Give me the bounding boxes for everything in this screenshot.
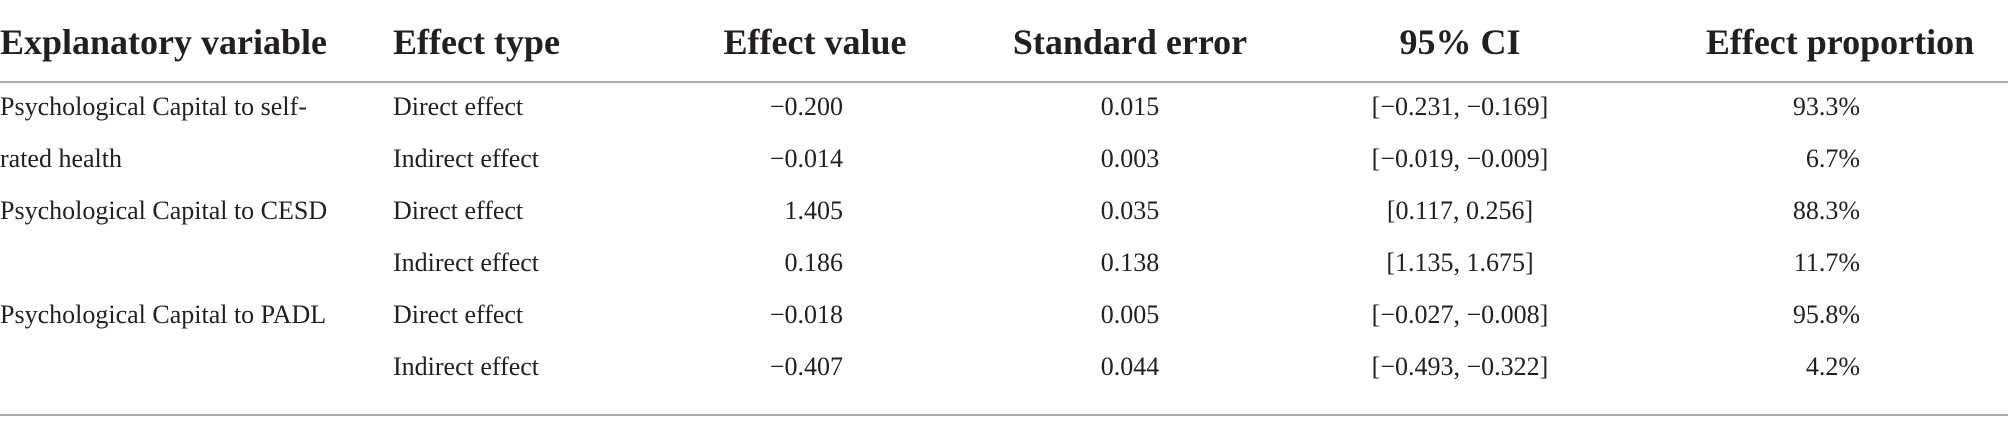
ci-cell: [−0.493, −0.322] bbox=[1371, 352, 1549, 381]
ci-cell: [1.135, 1.675] bbox=[1386, 248, 1534, 277]
header-rule bbox=[0, 81, 2008, 83]
ci-cell: [−0.027, −0.008] bbox=[1371, 300, 1549, 329]
effect-type-cell: Direct effect bbox=[393, 92, 524, 121]
ci-cell: [−0.019, −0.009] bbox=[1371, 144, 1549, 173]
standard-error-cell: 0.015 bbox=[1100, 92, 1160, 121]
proportion-cell: 93.3% bbox=[1792, 92, 1860, 121]
effect-value-cell: −0.014 bbox=[769, 144, 843, 173]
effect-value-cell: −0.407 bbox=[769, 352, 843, 381]
proportion-cell: 95.8% bbox=[1792, 300, 1860, 329]
effect-type-cell: Indirect effect bbox=[393, 352, 540, 381]
standard-error-cell: 0.044 bbox=[1100, 352, 1160, 381]
proportion-cell: 6.7% bbox=[1805, 144, 1860, 173]
effect-type-cell: Direct effect bbox=[393, 300, 524, 329]
variable-label-self-rated-health-line1: Psychological Capital to self- bbox=[0, 92, 307, 121]
standard-error-cell: 0.035 bbox=[1100, 196, 1160, 225]
standard-error-cell: 0.005 bbox=[1100, 300, 1160, 329]
effect-value-cell: −0.018 bbox=[769, 300, 843, 329]
effect-type-cell: Direct effect bbox=[393, 196, 524, 225]
proportion-cell: 11.7% bbox=[1793, 248, 1860, 277]
standard-error-cell: 0.003 bbox=[1100, 144, 1160, 173]
effect-value-cell: 0.186 bbox=[784, 248, 844, 277]
header-95-ci: 95% CI bbox=[1399, 22, 1521, 62]
proportion-cell: 88.3% bbox=[1792, 196, 1860, 225]
effect-type-cell: Indirect effect bbox=[393, 144, 540, 173]
standard-error-cell: 0.138 bbox=[1100, 248, 1160, 277]
effect-type-cell: Indirect effect bbox=[393, 248, 540, 277]
header-effect-value: Effect value bbox=[723, 22, 907, 62]
variable-label-self-rated-health-line2: rated health bbox=[0, 144, 122, 173]
proportion-cell: 4.2% bbox=[1805, 352, 1860, 381]
effect-value-cell: −0.200 bbox=[769, 92, 843, 121]
effect-value-cell: 1.405 bbox=[784, 196, 844, 225]
variable-label-cesd: Psychological Capital to CESD bbox=[0, 196, 328, 225]
header-explanatory-variable: Explanatory variable bbox=[0, 22, 328, 62]
header-effect-proportion: Effect proportion bbox=[1705, 22, 1975, 62]
bottom-rule bbox=[0, 414, 2008, 416]
ci-cell: [−0.231, −0.169] bbox=[1371, 92, 1549, 121]
header-effect-type: Effect type bbox=[393, 22, 560, 62]
ci-cell: [0.117, 0.256] bbox=[1386, 196, 1534, 225]
variable-label-padl: Psychological Capital to PADL bbox=[0, 300, 327, 329]
header-standard-error: Standard error bbox=[1012, 22, 1248, 62]
